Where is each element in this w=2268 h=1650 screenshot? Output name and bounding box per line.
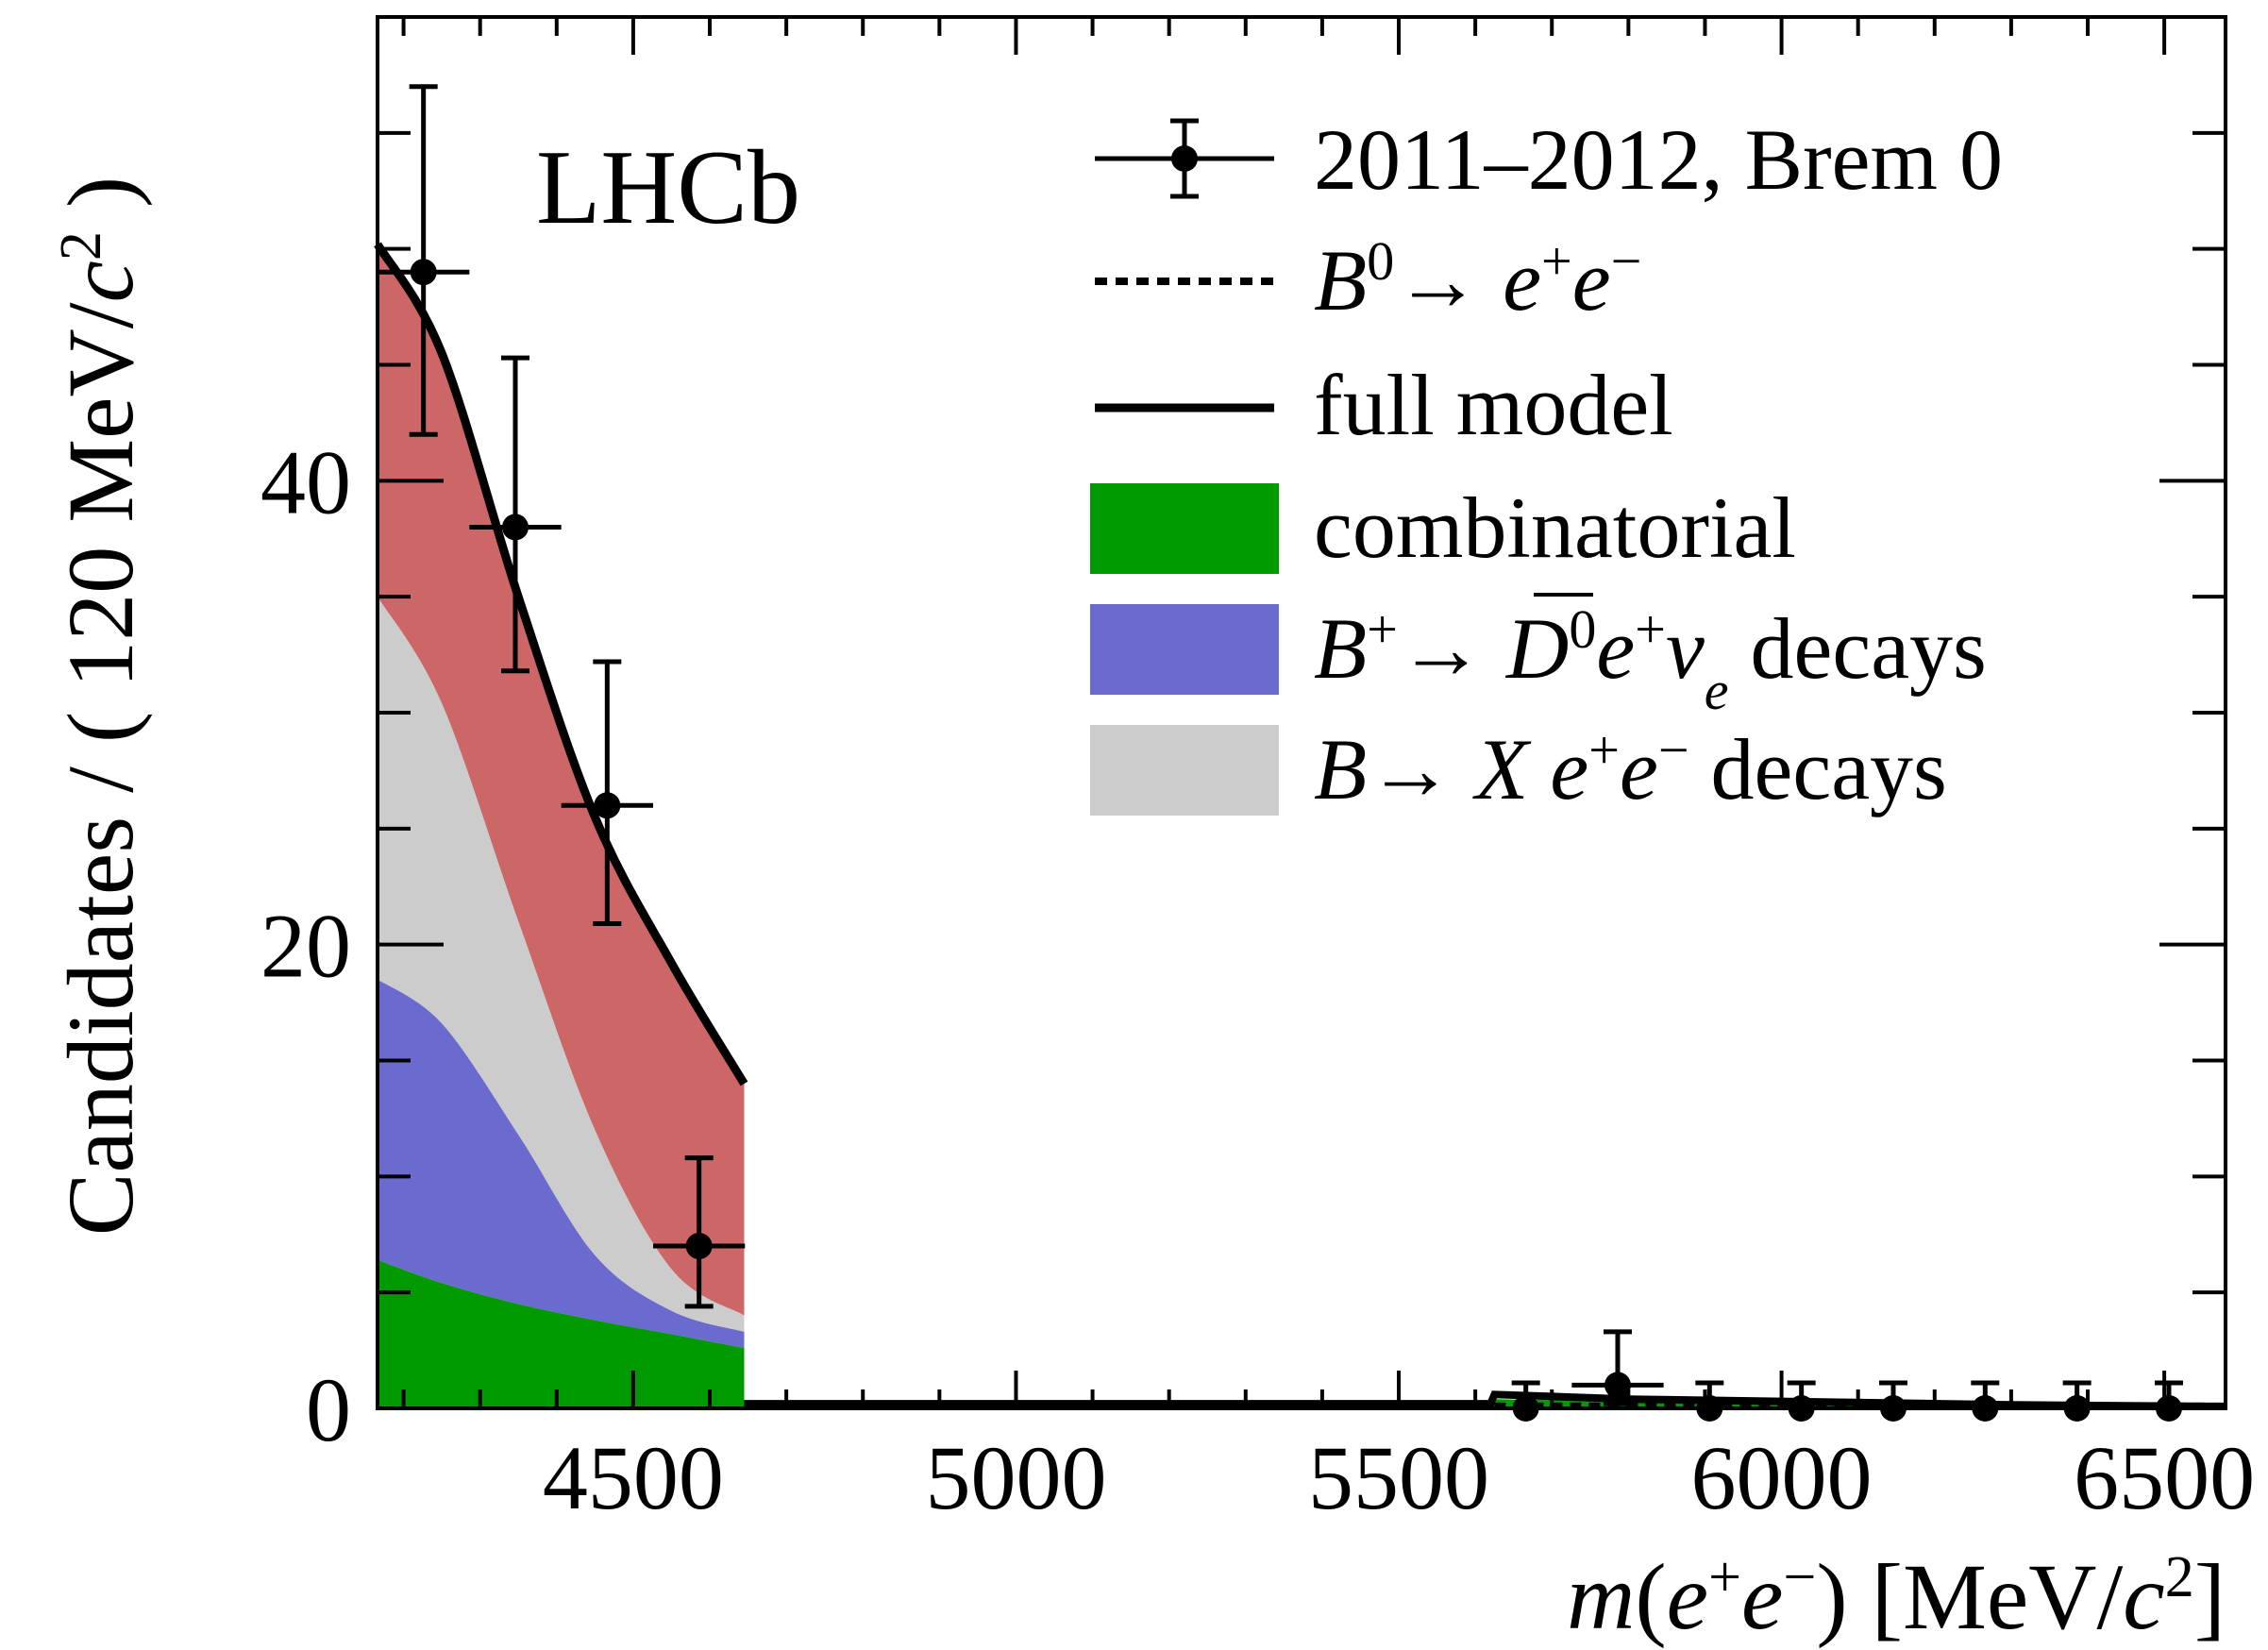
- legend-entry-data: 2011–2012, Brem 0: [1095, 111, 2003, 208]
- full-model-line-high: [744, 1390, 2226, 1410]
- axis-ticks: [378, 15, 2226, 1410]
- data-point: [1695, 1380, 1724, 1422]
- data-point: [2154, 1380, 2183, 1422]
- full-model-line: [374, 242, 748, 1086]
- data-marker: [594, 792, 621, 819]
- axis-tick-labels: 4500 5000 5500 6000 6500 0 20 40: [260, 431, 2255, 1528]
- x-tick-label: 6500: [2074, 1427, 2255, 1528]
- data-point: [1878, 1380, 1907, 1422]
- fill-semileptonic: [378, 979, 745, 1349]
- data-point: [561, 659, 653, 927]
- data-point: [652, 1155, 746, 1309]
- legend-entry-partially-reconstructed: B→ X e+e− decays: [1090, 719, 1947, 818]
- fill-other-background: [378, 244, 745, 1316]
- legend-label-data: 2011–2012, Brem 0: [1314, 111, 2003, 208]
- data-point: [1787, 1380, 1816, 1422]
- data-point: [469, 355, 562, 674]
- fill-combinatorial: [378, 1259, 745, 1408]
- data-point: [1511, 1380, 1540, 1422]
- data-point: [1971, 1380, 2000, 1422]
- data-marker: [501, 514, 529, 541]
- data-points: [378, 84, 2183, 1422]
- fill-partially-reconstructed: [378, 597, 745, 1332]
- y-tick-label: 20: [260, 896, 351, 997]
- stacked-background-fills: [378, 244, 2226, 1408]
- x-tick-label: 4500: [543, 1427, 724, 1528]
- lhcb-annotation: LHCb: [536, 129, 800, 246]
- legend-label-signal: B0→ e+e−: [1314, 230, 1641, 329]
- data-point: [1571, 1329, 1664, 1406]
- y-axis-title: Candidates / ( 120 MeV/c2 ): [48, 177, 153, 1236]
- x-tick-label: 5000: [925, 1427, 1106, 1528]
- x-tick-label: 5500: [1308, 1427, 1489, 1528]
- legend-entry-signal: B0→ e+e−: [1095, 230, 1641, 329]
- legend-label-partially-reconstructed: B→ X e+e− decays: [1314, 719, 1947, 818]
- legend: 2011–2012, Brem 0 B0→ e+e− full model co…: [1090, 111, 2003, 817]
- data-point: [378, 84, 470, 437]
- legend-entry-combinatorial: combinatorial: [1090, 480, 1796, 576]
- legend-swatch-combinatorial: [1090, 483, 1279, 574]
- legend-swatch-semileptonic: [1090, 604, 1279, 695]
- legend-label-full-model: full model: [1314, 357, 1673, 453]
- legend-label-combinatorial: combinatorial: [1314, 480, 1796, 576]
- x-tick-label: 6000: [1691, 1427, 1873, 1528]
- legend-entry-semileptonic: B+→ D0e+νe decays: [1090, 593, 1987, 721]
- legend-marker-icon: [1171, 145, 1198, 172]
- legend-swatch-partially-reconstructed: [1090, 725, 1279, 816]
- legend-entry-full-model: full model: [1095, 357, 1673, 453]
- x-axis-title: m(e+e−) [MeV/c2]: [1567, 1544, 2226, 1649]
- data-marker: [1604, 1372, 1631, 1399]
- y-tick-label: 0: [306, 1359, 351, 1460]
- y-tick-label: 40: [260, 431, 351, 532]
- legend-label-semileptonic: B+→ D0e+νe decays: [1314, 598, 1987, 721]
- data-marker: [410, 259, 437, 286]
- data-marker: [685, 1233, 713, 1260]
